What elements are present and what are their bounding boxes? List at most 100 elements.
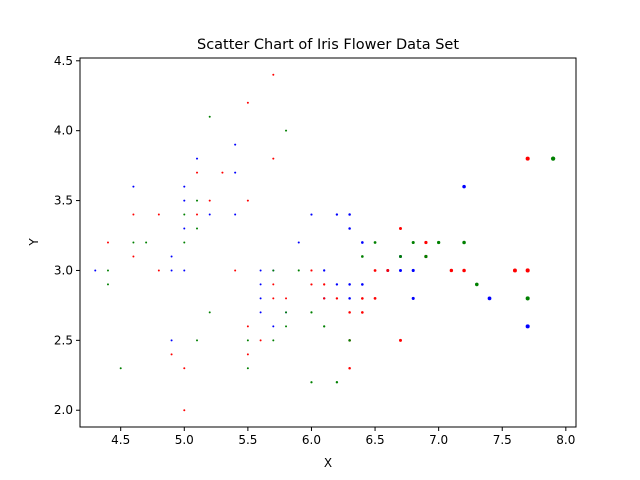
data-point [183, 367, 186, 370]
data-point [399, 227, 402, 231]
data-point [361, 297, 364, 300]
data-point [373, 297, 377, 300]
data-point [361, 311, 364, 314]
data-point [272, 157, 275, 160]
data-point [525, 156, 530, 161]
data-point [170, 353, 173, 356]
data-point [132, 255, 135, 258]
data-point [183, 409, 186, 412]
data-point [335, 381, 339, 384]
data-point [411, 296, 415, 300]
data-point [285, 311, 288, 314]
data-point [272, 325, 275, 328]
data-point [399, 254, 402, 258]
data-point [285, 129, 288, 132]
data-point [310, 269, 313, 272]
data-point [246, 199, 249, 202]
x-tick-label: 8.0 [556, 433, 575, 447]
data-point [234, 269, 237, 272]
data-point [196, 339, 199, 342]
data-point [272, 283, 275, 286]
data-point [272, 269, 275, 272]
data-point [183, 269, 186, 272]
data-point [132, 213, 135, 216]
data-point [272, 73, 275, 76]
data-point [196, 171, 199, 174]
y-axis-label: Y [27, 238, 41, 247]
data-point [348, 367, 351, 370]
data-point [208, 115, 211, 118]
data-point [132, 185, 135, 188]
data-point [424, 254, 428, 259]
data-point [386, 269, 390, 272]
x-tick-label: 5.0 [175, 433, 194, 447]
data-point [361, 283, 364, 286]
data-point [462, 240, 466, 245]
data-point [208, 213, 211, 216]
data-point [335, 283, 339, 286]
data-point [348, 311, 351, 314]
data-point [399, 338, 402, 342]
data-point [348, 213, 351, 216]
data-point [361, 255, 364, 258]
data-point [234, 143, 237, 146]
data-point [361, 241, 364, 244]
data-point [285, 297, 288, 300]
data-point [348, 283, 351, 286]
data-point [474, 282, 479, 287]
data-point [170, 269, 173, 272]
data-point [399, 268, 402, 272]
data-point [246, 367, 249, 370]
data-point [196, 157, 199, 160]
data-point [310, 213, 313, 216]
data-point [246, 101, 249, 104]
x-tick-label: 6.0 [302, 433, 321, 447]
data-point [323, 325, 326, 328]
data-point [487, 296, 492, 301]
data-point [272, 297, 275, 300]
data-point [285, 325, 288, 328]
data-point [335, 213, 339, 216]
data-point [183, 213, 186, 216]
data-point [221, 171, 224, 174]
data-point [272, 339, 275, 342]
data-point [145, 241, 148, 244]
data-point [157, 269, 160, 272]
data-points [94, 73, 556, 412]
data-point [297, 241, 300, 244]
data-point [170, 339, 173, 342]
data-point [259, 283, 262, 286]
data-point [373, 241, 377, 244]
data-point [411, 268, 415, 272]
data-point [297, 269, 300, 272]
data-point [183, 185, 186, 188]
data-point [424, 240, 428, 245]
data-point [323, 283, 326, 286]
x-axis-ticks: 4.5 5.0 5.5 6.0 6.5 7.0 7.5 8.0 [111, 427, 575, 447]
x-tick-label: 7.5 [493, 433, 512, 447]
x-tick-label: 5.5 [238, 433, 257, 447]
data-point [449, 268, 454, 273]
data-point [437, 240, 441, 245]
data-point [106, 269, 109, 272]
data-point [183, 241, 186, 244]
data-point [183, 199, 186, 202]
data-point [106, 241, 109, 244]
data-point [106, 283, 109, 286]
data-point [323, 269, 326, 272]
data-point [157, 213, 160, 216]
data-point [170, 255, 173, 258]
data-point [234, 171, 237, 174]
data-point [462, 268, 466, 273]
y-axis-ticks: 2.0 2.5 3.0 3.5 4.0 4.5 [54, 54, 80, 417]
data-point [208, 311, 211, 314]
data-point [310, 381, 313, 384]
data-point [208, 199, 211, 202]
y-tick-label: 3.0 [54, 263, 73, 277]
data-point [525, 268, 530, 273]
data-point [310, 311, 313, 314]
data-point [525, 324, 530, 329]
y-tick-label: 2.0 [54, 403, 73, 417]
